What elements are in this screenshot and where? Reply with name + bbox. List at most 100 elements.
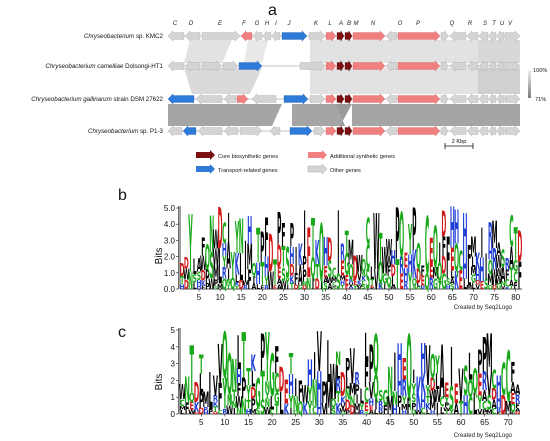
logo-letter: T <box>311 208 315 270</box>
logo-letter: I <box>244 268 246 284</box>
logo-letter: I <box>233 406 236 416</box>
logo-letter: R <box>264 285 269 291</box>
gene-arrow <box>440 125 449 137</box>
gene-arrow <box>281 30 308 42</box>
logo-letter: P <box>260 224 264 273</box>
logo-letter: I <box>337 194 339 294</box>
gene-arrow <box>466 60 479 72</box>
gene-arrow <box>385 125 398 137</box>
y-tick-label: 0 <box>171 410 176 419</box>
panel-b-letter: b <box>118 187 127 204</box>
y-tick-label: 5.0 <box>164 204 176 213</box>
logo-letter: P <box>208 408 213 416</box>
gene-arrow <box>325 60 337 72</box>
gene-arrow <box>283 93 309 105</box>
logo-letter: T <box>341 285 345 291</box>
logo-b: 0.0 1.0 2.0 3.0 4.0 5.0 5 10 15 20 25 30 35 40 45 50 55 6… <box>164 194 522 302</box>
logo-letter: D <box>345 396 350 414</box>
logo-letter: M <box>179 405 186 411</box>
logo-letter: M <box>486 408 493 416</box>
logo-letter: R <box>515 394 520 408</box>
logo-letter: H <box>203 411 209 415</box>
logo-letter: G <box>269 342 274 409</box>
y-tick-label: 4.0 <box>164 220 176 229</box>
logo-letter: D <box>294 284 299 291</box>
logo-letter: S <box>286 239 290 289</box>
logo-letter: H <box>488 242 493 265</box>
logo-letter: N <box>188 268 193 295</box>
logo-letter: V <box>321 400 327 418</box>
logo-letter: S <box>484 276 488 293</box>
logo-letter: E <box>341 257 345 281</box>
gene-arrow <box>195 93 223 105</box>
logo-letter: Y <box>359 402 365 412</box>
logo-letter: S <box>197 271 201 284</box>
x-tick-label: 30 <box>300 293 309 302</box>
gene-letter-B: B <box>347 21 351 27</box>
logo-letter: Y <box>235 214 240 264</box>
gene-arrow <box>336 125 345 137</box>
gene-arrow <box>184 30 201 42</box>
logo-letter: Y <box>285 277 290 288</box>
logo-c-credit: Created by Seq2Logo <box>454 433 513 439</box>
gene-arrow <box>478 30 489 42</box>
legend-additional-arrow <box>308 150 327 160</box>
logo-letter: I <box>485 266 487 283</box>
logo-letter: A <box>454 400 459 418</box>
logo-letter: V <box>369 378 374 404</box>
logo-letter: C <box>274 368 279 400</box>
x-tick-label: 40 <box>342 293 351 302</box>
logo-letter: C <box>506 336 511 418</box>
logo-letter: I <box>244 232 246 280</box>
logo-letter: N <box>239 210 244 266</box>
logo-letter: H <box>340 280 345 287</box>
logo-letter: H <box>289 242 294 269</box>
logo-letter: H <box>446 285 451 291</box>
logo-letter: N <box>209 207 214 265</box>
logo-letter: D <box>199 406 205 416</box>
logo-letter: S <box>446 277 450 288</box>
logo-letter: D <box>340 365 345 404</box>
logo-letter: D <box>350 404 355 418</box>
logo-letter: M <box>354 402 361 416</box>
logo-c-ylabel: Bits <box>154 374 165 391</box>
logo-letter: D <box>218 195 223 263</box>
logo-letter: A <box>510 379 516 397</box>
logo-letter: G <box>433 276 438 293</box>
gene-arrow <box>352 30 386 42</box>
gene-arrow <box>466 125 479 137</box>
logo-letter: W <box>208 276 215 293</box>
gene-arrow <box>222 60 239 72</box>
logo-letter: L <box>199 371 203 400</box>
logo-letter: H <box>475 267 480 284</box>
gene-arrow <box>397 60 441 72</box>
logo-letter: I <box>356 394 358 408</box>
logo-letter: W <box>280 280 287 292</box>
logo-letter: T <box>379 225 383 271</box>
logo-letter: D <box>315 276 320 293</box>
logo-letter: N <box>241 394 247 420</box>
logo-letter: P <box>214 278 219 288</box>
logo-letter: K <box>201 279 206 288</box>
logo-letter: Y <box>230 245 235 285</box>
gene-arrow <box>167 30 185 42</box>
logo-letter: F <box>421 263 425 280</box>
logo-letter: M <box>331 277 337 284</box>
logo-letter: Y <box>246 381 252 405</box>
logo-letter: P <box>482 328 487 383</box>
logo-letter: H <box>391 248 396 270</box>
logo-letter: H <box>288 369 294 401</box>
logo-letter: I <box>439 237 441 269</box>
logo-letter: L <box>511 412 516 416</box>
logo-letter: H <box>222 241 227 260</box>
gene-arrow <box>239 125 263 137</box>
gene-arrow <box>201 30 241 42</box>
logo-letter: D <box>475 280 480 287</box>
gene-arrow <box>252 30 263 42</box>
logo-letter: Y <box>408 217 413 266</box>
logo-letter: A <box>226 235 231 278</box>
logo-letter: N <box>387 358 393 405</box>
logo-letter: I <box>485 251 487 274</box>
gene-arrow <box>325 30 337 42</box>
logo-letter: P <box>251 396 256 413</box>
